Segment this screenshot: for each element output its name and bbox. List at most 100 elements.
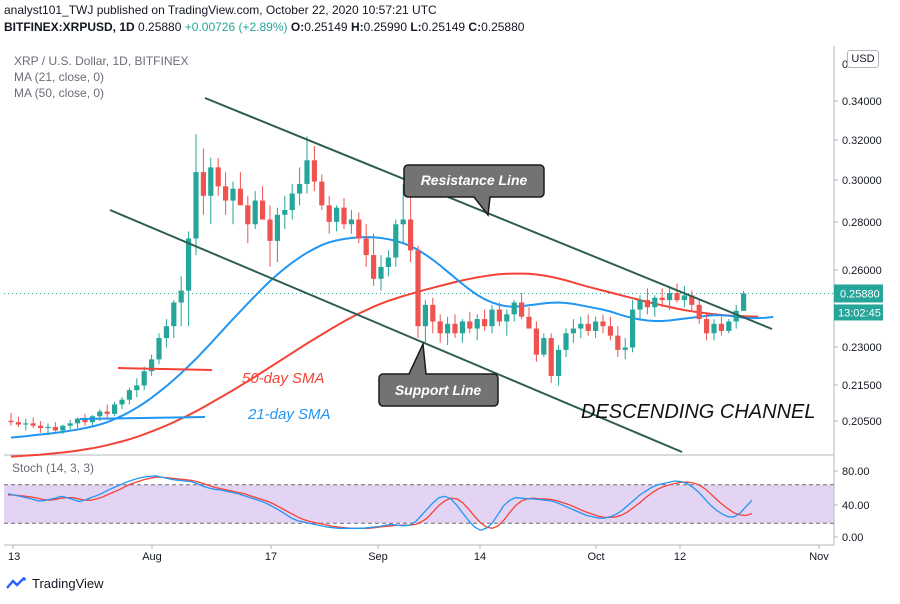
candle-body: [371, 255, 377, 279]
candle-body: [704, 319, 710, 334]
last-close: 0.25880: [138, 20, 182, 34]
last-price-badge: [834, 284, 883, 303]
candle-body: [356, 219, 362, 239]
stoch-tick-label: 0.00: [842, 532, 863, 544]
close-label: C:: [468, 20, 482, 34]
candle-body: [67, 423, 73, 426]
ma21-legend[interactable]: MA (21, close, 0): [14, 70, 105, 84]
candle-body: [334, 207, 340, 222]
candle-body: [659, 297, 665, 301]
candle-body: [112, 404, 118, 414]
candle-body: [511, 302, 517, 315]
candle-body: [193, 172, 199, 239]
x-tick-label: 17: [265, 551, 277, 563]
candle-body: [60, 425, 66, 431]
candle-body: [696, 304, 702, 320]
candle-body: [319, 181, 325, 206]
candle-body: [422, 304, 428, 327]
candle-body: [326, 205, 332, 222]
support-callout-text: Support Line: [395, 382, 482, 398]
open-label: O:: [290, 20, 305, 34]
y-tick-label: 0.30000: [842, 175, 882, 187]
resistance-callout-text: Resistance Line: [421, 172, 528, 188]
stoch-tick-label: 80.00: [842, 466, 870, 478]
stoch-legend[interactable]: Stoch (14, 3, 3): [12, 461, 95, 475]
candle-body: [578, 323, 584, 329]
candle-body: [570, 328, 576, 334]
candle-body: [304, 160, 310, 184]
x-tick-label: 12: [674, 551, 686, 563]
x-tick-label: Oct: [587, 551, 604, 563]
ma50-legend[interactable]: MA (50, close, 0): [14, 86, 105, 100]
candle-body: [718, 323, 724, 331]
x-tick-label: 14: [474, 551, 486, 563]
candle-body: [215, 167, 221, 187]
y-tick-label-partial: 0.: [842, 59, 851, 71]
symbol-label[interactable]: BITFINEX:XRPUSD, 1D: [4, 20, 135, 34]
low-value: 0.25149: [421, 20, 466, 34]
support-callout-box: [378, 341, 499, 407]
open-value: 0.25149: [304, 20, 348, 34]
candle-body: [134, 385, 140, 391]
candle-body: [681, 295, 687, 301]
candle-body: [200, 172, 206, 196]
close-value: 0.25880: [481, 20, 525, 34]
currency-button[interactable]: USD: [847, 50, 879, 68]
candle-body: [82, 418, 88, 423]
publish-info: analyst101_TWJ published on TradingView.…: [4, 3, 437, 17]
high-value: 0.25990: [363, 20, 407, 34]
candle-body: [186, 238, 192, 291]
candle-body: [563, 333, 569, 350]
candle-body: [163, 326, 169, 339]
sma50-marker-line: [117, 367, 213, 371]
candle-body: [156, 338, 162, 360]
candle-body: [644, 300, 650, 308]
candle-body: [8, 420, 14, 423]
candle-body: [97, 411, 103, 417]
candle-body: [556, 349, 562, 376]
y-tick-label: 0.23000: [842, 342, 882, 354]
x-tick-label: Aug: [142, 551, 162, 563]
tradingview-logo-icon: [6, 576, 26, 589]
tradingview-footer[interactable]: TradingView: [6, 576, 104, 591]
candle-body: [459, 321, 465, 334]
candle-body: [38, 425, 44, 429]
candle-body: [378, 266, 384, 279]
candle-body: [548, 338, 554, 376]
candle-body: [689, 295, 695, 305]
symbol-ohlc-line: BITFINEX:XRPUSD, 1D 0.25880 +0.00726 (+2…: [4, 20, 524, 34]
candle-body: [178, 290, 184, 303]
candle-body: [445, 323, 451, 334]
x-tick-label: Sep: [368, 551, 388, 563]
candle-body: [630, 309, 636, 348]
candle-body: [400, 219, 406, 225]
footer-brand: TradingView: [32, 576, 104, 591]
candle-body: [474, 319, 480, 329]
candle-body: [297, 183, 303, 194]
candle-body: [533, 328, 539, 355]
candle-body: [482, 319, 488, 327]
high-label: H:: [350, 20, 364, 34]
candle-body: [622, 347, 628, 350]
candle-body: [274, 214, 280, 241]
candle-body: [667, 293, 673, 301]
candle-body: [408, 219, 414, 251]
candle-body: [126, 390, 132, 400]
candle-body: [104, 411, 110, 414]
candle-body: [267, 219, 273, 241]
sma50-annotation: 50-day SMA: [242, 370, 325, 387]
candle-body: [437, 321, 443, 334]
series-title: XRP / U.S. Dollar, 1D, BITFINEX: [14, 54, 189, 68]
candle-body: [541, 338, 547, 355]
candle-body: [467, 321, 473, 329]
countdown-label: 13:02:45: [838, 307, 881, 319]
ma50-line: [10, 272, 759, 458]
candle-body: [30, 423, 36, 426]
candle-body: [489, 309, 495, 327]
last-price-label: 0.25880: [840, 288, 880, 300]
sma21-marker-line: [79, 416, 206, 420]
support-trendline: [109, 209, 683, 453]
candle-body: [252, 200, 258, 225]
y-tick-label: 0.32000: [842, 135, 882, 147]
